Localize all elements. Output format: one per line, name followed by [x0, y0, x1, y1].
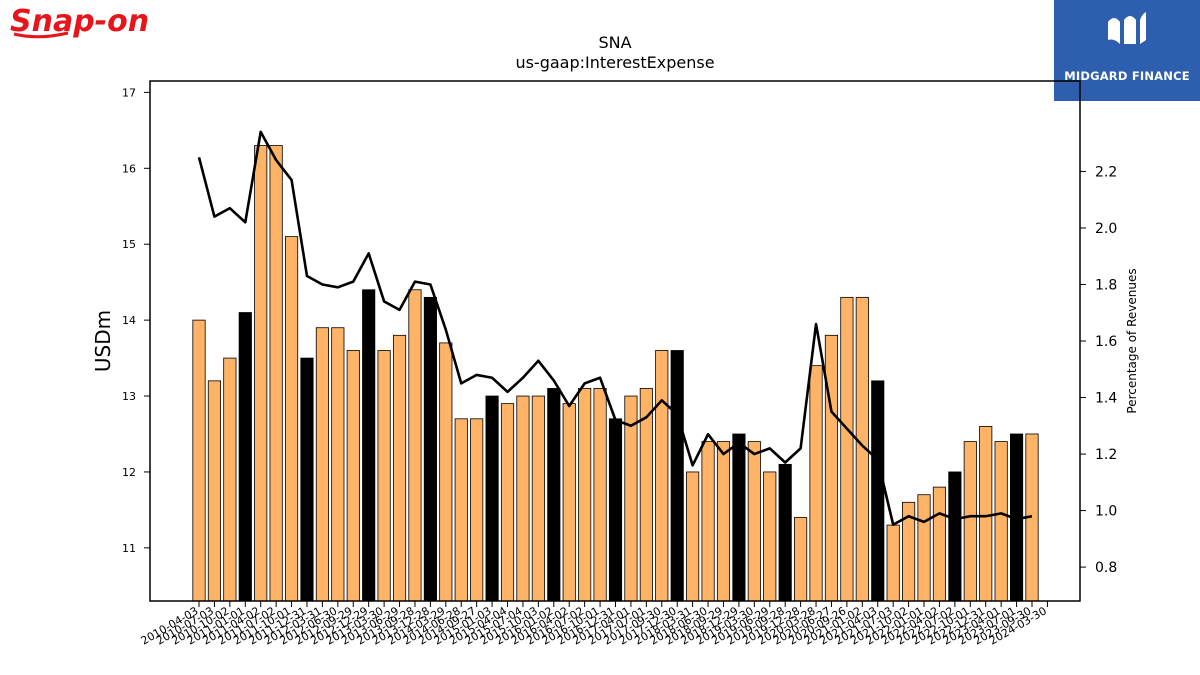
- bar: [207, 380, 221, 602]
- bar: [608, 418, 623, 602]
- x-axis: 2010-04-032010-07-032010-10-022011-01-01…: [139, 601, 1049, 648]
- bar: [284, 236, 299, 602]
- bar: [578, 388, 592, 602]
- bar: [794, 517, 808, 602]
- bar: [886, 524, 900, 602]
- bar: [454, 418, 468, 602]
- bar: [716, 441, 731, 602]
- bar: [346, 350, 360, 602]
- y-axis-label: USDm: [91, 310, 115, 372]
- chart-subtitle: us-gaap:InterestExpense: [515, 53, 714, 72]
- y2-tick-label: 1.6: [1095, 334, 1117, 350]
- bar: [254, 145, 268, 602]
- chart-title: SNA: [598, 33, 631, 52]
- y2-tick-label: 2.2: [1095, 164, 1117, 180]
- right-axis: 0.8 1.0 1.2 1.4 1.6 1.8 2.0 2.2: [1080, 164, 1117, 576]
- bar: [470, 418, 484, 602]
- y2-tick-label: 1.4: [1095, 391, 1117, 407]
- bar: [439, 342, 453, 602]
- bar: [500, 403, 515, 602]
- left-axis: 11 12 13 14 15 16 17: [122, 86, 150, 555]
- bar: [223, 357, 237, 602]
- y-tick-label: 16: [122, 162, 136, 175]
- bar: [747, 441, 761, 602]
- bar-series: [192, 145, 1039, 602]
- bar: [362, 289, 376, 602]
- bar: [192, 319, 206, 602]
- bar: [994, 441, 1008, 602]
- bar: [701, 441, 715, 602]
- bar: [315, 327, 329, 602]
- bar: [655, 350, 669, 602]
- midgard-finance-logo: MIDGARD FINANCE: [1054, 0, 1200, 101]
- bar: [562, 403, 576, 602]
- bar: [531, 395, 545, 602]
- y-tick-label: 17: [122, 86, 136, 99]
- y2-tick-label: 2.0: [1095, 221, 1117, 237]
- bar: [593, 388, 607, 602]
- bar: [670, 350, 684, 602]
- bar: [979, 425, 993, 602]
- bar: [871, 380, 885, 602]
- bar: [686, 471, 700, 602]
- y2-axis-label: Percentage of Revenues: [1125, 268, 1139, 413]
- bar: [948, 471, 962, 602]
- bar: [408, 289, 422, 602]
- percentage-line: [197, 130, 1033, 527]
- bar: [963, 441, 977, 602]
- y-tick-label: 12: [122, 466, 136, 479]
- bar: [423, 296, 437, 602]
- y2-tick-label: 1.8: [1095, 277, 1117, 293]
- bar: [377, 350, 391, 602]
- bar: [732, 433, 746, 602]
- bar: [763, 471, 777, 602]
- partner-name: MIDGARD FINANCE: [1064, 69, 1190, 83]
- y2-tick-label: 1.0: [1095, 504, 1117, 520]
- midgard-emblem-icon: [1108, 12, 1146, 44]
- y-tick-label: 13: [122, 390, 136, 403]
- y-tick-label: 15: [122, 238, 136, 251]
- snap-on-logo: Snap-on: [8, 4, 188, 44]
- bar: [932, 486, 947, 602]
- y2-tick-label: 1.2: [1095, 447, 1117, 463]
- y2-tick-label: 0.8: [1095, 560, 1117, 576]
- bar: [824, 334, 839, 602]
- bar: [300, 357, 314, 602]
- bar: [809, 365, 823, 602]
- bar: [516, 395, 530, 602]
- bar: [840, 296, 854, 602]
- bar: [238, 312, 252, 602]
- bar: [269, 145, 283, 602]
- y-tick-label: 11: [122, 542, 136, 555]
- bar: [392, 334, 407, 602]
- bar: [778, 463, 792, 602]
- bar: [547, 388, 561, 602]
- bar: [485, 395, 499, 602]
- y-tick-label: 14: [122, 314, 136, 327]
- bar: [917, 494, 931, 602]
- brand-name: Snap-on: [10, 4, 149, 39]
- bar: [331, 327, 345, 602]
